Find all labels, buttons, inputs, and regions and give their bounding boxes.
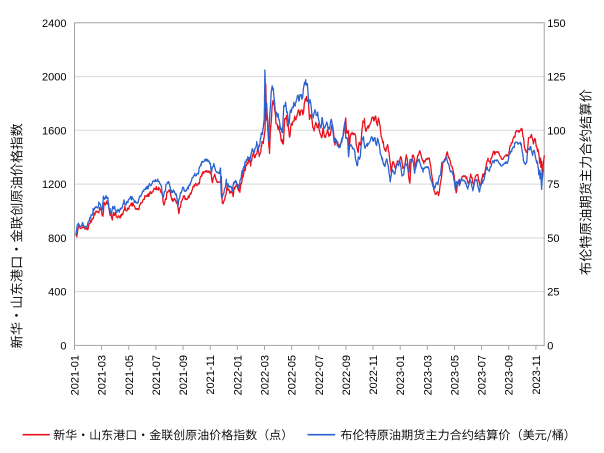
svg-text:2023-01: 2023-01 — [395, 355, 407, 395]
svg-text:2021-07: 2021-07 — [151, 355, 163, 395]
svg-text:2021-09: 2021-09 — [178, 355, 190, 395]
svg-text:2022-03: 2022-03 — [260, 355, 272, 395]
svg-text:2022-11: 2022-11 — [368, 355, 380, 395]
svg-text:50: 50 — [547, 233, 559, 245]
svg-text:2022-09: 2022-09 — [341, 355, 353, 395]
svg-text:2022-01: 2022-01 — [232, 355, 244, 395]
svg-text:2021-05: 2021-05 — [124, 355, 136, 395]
svg-text:2023-05: 2023-05 — [450, 355, 462, 395]
svg-text:0: 0 — [547, 340, 553, 352]
svg-text:2023-11: 2023-11 — [531, 355, 543, 395]
svg-text:0: 0 — [60, 340, 66, 352]
svg-text:150: 150 — [547, 18, 565, 30]
svg-text:125: 125 — [547, 72, 565, 84]
svg-text:25: 25 — [547, 287, 559, 299]
svg-text:2000: 2000 — [42, 72, 66, 84]
svg-text:2022-05: 2022-05 — [287, 355, 299, 395]
svg-text:2023-03: 2023-03 — [422, 355, 434, 395]
svg-text:1200: 1200 — [42, 179, 66, 191]
svg-text:100: 100 — [547, 125, 565, 137]
svg-text:2021-11: 2021-11 — [205, 355, 217, 395]
svg-text:2023-09: 2023-09 — [504, 355, 516, 395]
svg-text:2400: 2400 — [42, 18, 66, 30]
svg-text:2023-07: 2023-07 — [477, 355, 489, 395]
svg-text:1600: 1600 — [42, 125, 66, 137]
svg-text:800: 800 — [48, 233, 66, 245]
svg-text:2022-07: 2022-07 — [314, 355, 326, 395]
svg-text:2021-03: 2021-03 — [97, 355, 109, 395]
svg-text:400: 400 — [48, 287, 66, 299]
svg-text:75: 75 — [547, 179, 559, 191]
svg-text:2021-01: 2021-01 — [70, 355, 82, 395]
